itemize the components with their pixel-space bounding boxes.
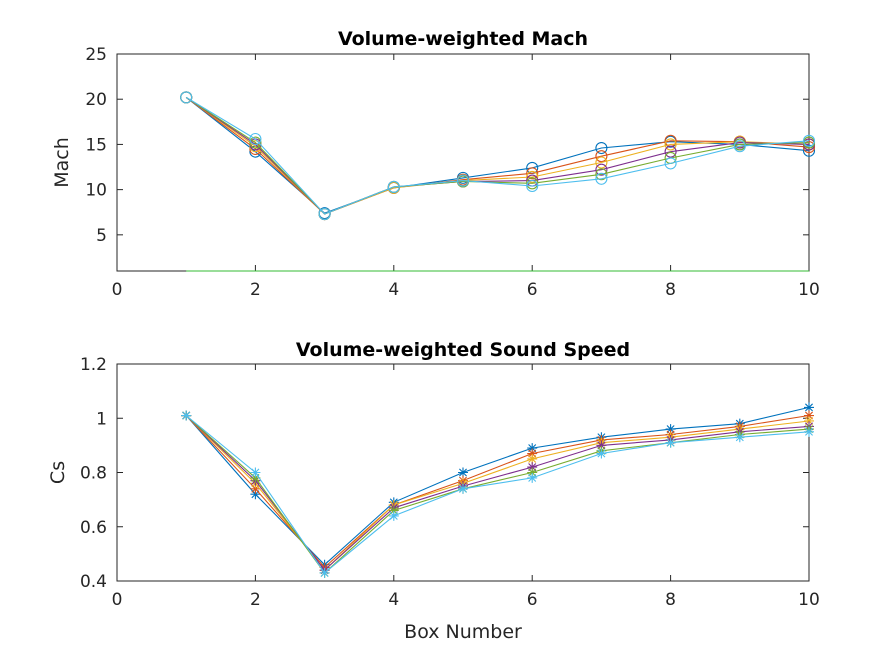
- mach-data-point: [526, 179, 539, 193]
- sound-speed-series-group: [181, 402, 814, 578]
- sound-speed-data-point: [250, 467, 261, 478]
- sound-speed-data-point: [250, 483, 261, 494]
- mach-data-point: [526, 177, 539, 190]
- mach-y-tick-label: 15: [85, 135, 107, 155]
- mach-subplot: Volume-weighted Mach Mach 0 2 4 6 8 10 5 10 15 20…: [51, 28, 820, 300]
- mach-data-point: [802, 144, 816, 157]
- mach-x-tick-label: 6: [527, 280, 538, 300]
- sound-speed-data-point: [250, 489, 261, 500]
- mach-data-point: [733, 140, 746, 153]
- sound-speed-y-tick-label: 0.6: [80, 518, 107, 538]
- sound-speed-data-point: [665, 424, 676, 435]
- mach-data-point: [387, 180, 400, 193]
- sound-speed-data-point: [596, 448, 607, 459]
- sound-speed-data-point: [388, 510, 399, 521]
- sound-speed-y-tick-label: 0.8: [80, 464, 107, 484]
- sound-speed-x-tick-label: 10: [798, 590, 820, 610]
- mach-data-point: [318, 207, 331, 221]
- mach-series-line: [185, 96, 810, 215]
- sound-speed-series-line: [185, 406, 810, 566]
- sound-speed-data-point: [527, 472, 538, 483]
- mach-series-line: [185, 96, 810, 215]
- mach-data-point: [595, 141, 608, 155]
- mach-y-tick-label: 5: [96, 226, 107, 246]
- sound-speed-data-point: [804, 402, 814, 413]
- mach-series-line: [185, 96, 810, 215]
- mach-y-tick-label: 20: [85, 90, 107, 110]
- sound-speed-data-point: [527, 448, 538, 459]
- mach-data-point: [249, 132, 262, 146]
- mach-data-point: [249, 136, 262, 149]
- mach-x-tick-label: 2: [250, 280, 261, 300]
- sound-speed-data-point: [388, 505, 399, 516]
- sound-speed-data-point: [734, 432, 745, 443]
- sound-speed-data-point: [804, 426, 814, 437]
- sound-speed-title: Volume-weighted Sound Speed: [296, 339, 630, 361]
- mach-x-tick-label: 4: [388, 280, 399, 300]
- sound-speed-y-tick-label: 1.2: [80, 355, 107, 375]
- mach-data-point: [526, 170, 539, 184]
- sound-speed-series-line: [185, 415, 810, 574]
- sound-speed-x-tick-label: 2: [250, 590, 261, 610]
- mach-data-point: [595, 163, 608, 176]
- sound-speed-data-point: [804, 410, 814, 421]
- sound-speed-data-point: [458, 483, 468, 494]
- sound-speed-x-tick-label: 8: [665, 590, 676, 610]
- mach-data-point: [664, 138, 677, 151]
- sound-speed-series-line: [185, 414, 810, 569]
- sound-speed-data-point: [665, 437, 676, 448]
- sound-speed-axis-ticks: 0 2 4 6 8 10 0.4 0.6 0.8 1 1.2: [80, 355, 820, 610]
- mach-series-group: [180, 91, 816, 272]
- sound-speed-x-tick-label: 0: [112, 590, 123, 610]
- sound-speed-series-line: [185, 415, 810, 574]
- sound-speed-data-point: [527, 443, 538, 454]
- sound-speed-x-tick-label: 6: [527, 590, 538, 610]
- mach-data-point: [526, 167, 539, 180]
- mach-data-point: [664, 145, 677, 158]
- sound-speed-subplot: Volume-weighted Sound Speed Cs Box Numbe…: [47, 339, 820, 643]
- mach-data-point: [595, 172, 608, 185]
- mach-data-point: [802, 141, 816, 154]
- sound-speed-series-line: [185, 415, 810, 571]
- sound-speed-data-point: [319, 567, 330, 578]
- sound-speed-y-axis-label: Cs: [47, 461, 69, 484]
- mach-data-point: [456, 174, 470, 187]
- mach-data-point: [180, 91, 193, 104]
- sound-speed-x-tick-label: 4: [388, 590, 399, 610]
- mach-data-point: [664, 157, 677, 170]
- mach-data-point: [802, 134, 816, 147]
- mach-title: Volume-weighted Mach: [338, 28, 588, 50]
- mach-y-tick-label: 10: [85, 181, 107, 201]
- mach-data-point: [595, 150, 608, 163]
- mach-y-tick-label: 25: [85, 45, 107, 65]
- mach-x-tick-label: 0: [112, 280, 123, 300]
- mach-series-line: [185, 96, 810, 215]
- mach-x-tick-label: 8: [665, 280, 676, 300]
- x-axis-label: Box Number: [404, 621, 522, 643]
- sound-speed-data-point: [458, 467, 468, 478]
- mach-data-point: [595, 168, 608, 181]
- sound-speed-data-point: [596, 440, 607, 451]
- sound-speed-data-point: [527, 453, 538, 464]
- mach-x-tick-label: 10: [798, 280, 820, 300]
- sound-speed-data-point: [181, 410, 192, 421]
- mach-y-axis-label: Mach: [51, 137, 73, 188]
- sound-speed-y-tick-label: 0.4: [80, 572, 107, 592]
- mach-plot-area: [116, 53, 810, 272]
- sound-speed-data-point: [527, 467, 538, 478]
- mach-series-line: [185, 96, 810, 215]
- sound-speed-data-point: [804, 415, 814, 426]
- mach-data-point: [595, 156, 608, 169]
- sound-speed-data-point: [527, 462, 538, 473]
- sound-speed-data-point: [250, 472, 261, 483]
- sound-speed-y-tick-label: 1: [96, 409, 107, 429]
